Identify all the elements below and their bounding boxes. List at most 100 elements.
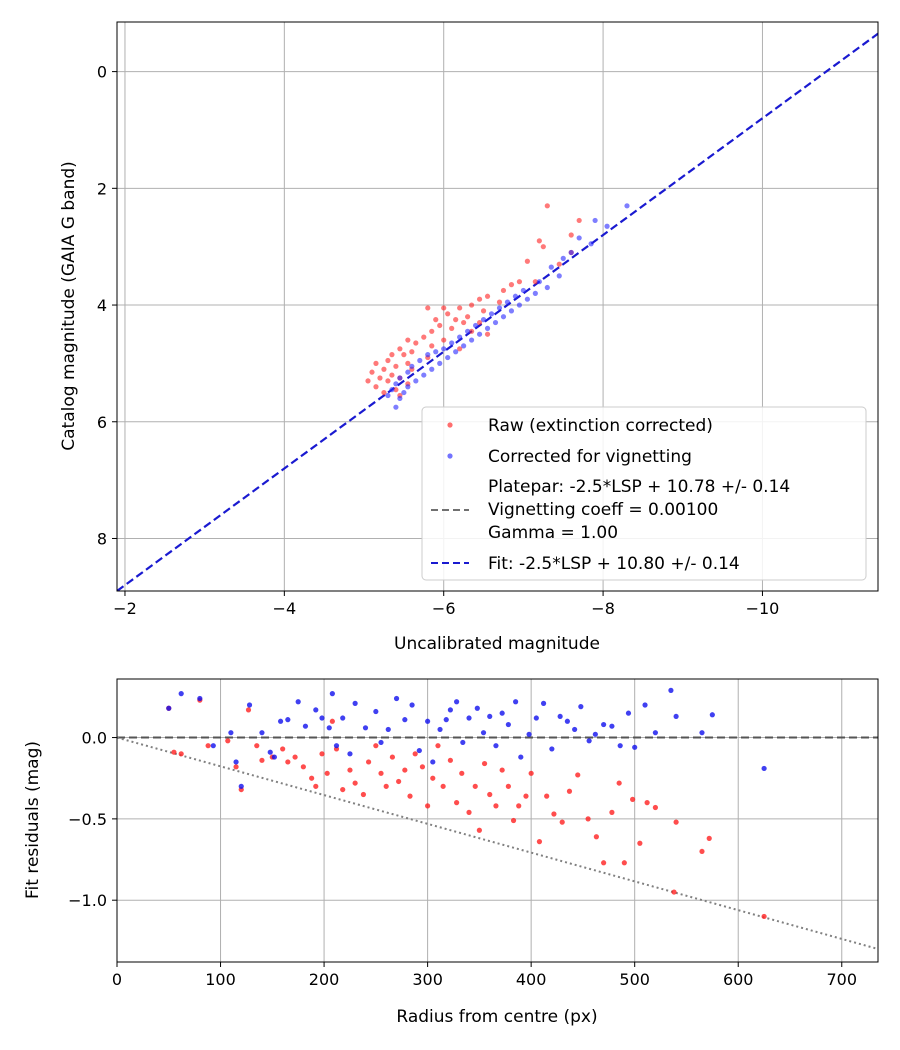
bottom-point-corrected bbox=[480, 730, 487, 736]
top-point-raw bbox=[425, 305, 431, 311]
top-point-raw bbox=[453, 317, 459, 323]
bottom-point-raw bbox=[430, 775, 436, 781]
top-point-corrected bbox=[592, 217, 598, 224]
top-point-raw bbox=[421, 334, 427, 340]
legend-raw-marker bbox=[447, 422, 453, 428]
top-point-corrected bbox=[449, 340, 455, 346]
bottom-point-raw bbox=[402, 767, 408, 773]
top-point-raw bbox=[429, 343, 435, 349]
legend-corrected-label: Corrected for vignetting bbox=[488, 447, 692, 467]
top-point-raw bbox=[484, 293, 491, 299]
bottom-point-raw bbox=[673, 819, 679, 825]
bottom-point-raw bbox=[389, 754, 396, 760]
bottom-point-raw bbox=[440, 783, 446, 789]
top-point-corrected bbox=[524, 296, 530, 302]
bottom-point-raw bbox=[499, 767, 505, 773]
bottom-point-corrected bbox=[197, 695, 203, 702]
top-point-corrected bbox=[520, 287, 526, 294]
bottom-y-axis-label: Fit residuals (mag) bbox=[23, 741, 43, 899]
top-point-raw bbox=[465, 314, 471, 320]
bottom-point-raw bbox=[205, 743, 211, 749]
bottom-point-raw bbox=[505, 783, 511, 789]
top-point-corrected bbox=[441, 346, 447, 352]
bottom-point-corrected bbox=[166, 705, 172, 711]
top-point-raw bbox=[373, 384, 379, 390]
bottom-point-raw bbox=[225, 738, 231, 744]
bottom-point-corrected bbox=[487, 713, 493, 720]
top-y-tick-label: 4 bbox=[97, 296, 107, 315]
legend-model-label-1: Platepar: -2.5*LSP + 10.78 +/- 0.14 bbox=[488, 477, 790, 497]
bottom-point-raw bbox=[528, 770, 534, 776]
bottom-point-raw bbox=[178, 751, 184, 757]
legend-corrected-marker bbox=[447, 453, 453, 459]
bottom-point-raw bbox=[523, 793, 529, 799]
bottom-point-corrected bbox=[373, 708, 379, 715]
top-point-corrected bbox=[385, 392, 391, 399]
top-x-tick-label: −2 bbox=[113, 599, 137, 618]
top-point-raw bbox=[449, 325, 455, 331]
bottom-x-tick-label: 700 bbox=[826, 970, 857, 989]
bottom-point-corrected bbox=[557, 713, 563, 720]
legend-model-label-3: Gamma = 1.00 bbox=[488, 523, 618, 543]
top-point-corrected bbox=[516, 302, 523, 308]
top-point-corrected bbox=[492, 319, 499, 326]
bottom-axes-frame bbox=[116, 678, 879, 963]
bottom-point-corrected bbox=[295, 699, 301, 705]
bottom-point-corrected bbox=[668, 687, 674, 693]
top-point-corrected bbox=[457, 334, 463, 340]
bottom-point-raw bbox=[347, 767, 353, 773]
bottom-point-corrected bbox=[416, 747, 422, 754]
top-points bbox=[365, 203, 630, 410]
bottom-point-corrected bbox=[402, 717, 408, 723]
bottom-x-tick-label: 500 bbox=[619, 970, 650, 989]
top-point-corrected bbox=[413, 378, 419, 384]
bottom-point-corrected bbox=[454, 699, 460, 705]
bottom-point-raw bbox=[285, 759, 291, 765]
top-point-raw bbox=[469, 328, 475, 334]
bottom-residual-plot: 0 100 200 300 400 500 600 700 0.0 −0.5 −1.0 Radiu… bbox=[23, 678, 879, 1027]
bottom-point-corrected bbox=[409, 702, 415, 708]
top-point-raw bbox=[445, 311, 451, 317]
bottom-point-corrected bbox=[761, 765, 767, 772]
top-point-raw bbox=[496, 299, 503, 305]
top-point-corrected bbox=[421, 372, 427, 378]
bottom-point-corrected bbox=[572, 726, 578, 733]
top-fit-lines bbox=[117, 32, 878, 591]
top-point-corrected bbox=[397, 375, 403, 381]
top-point-corrected bbox=[548, 264, 554, 270]
top-point-raw bbox=[385, 357, 391, 364]
bottom-point-corrected bbox=[313, 707, 319, 713]
bottom-point-corrected bbox=[673, 713, 679, 720]
bottom-point-corrected bbox=[549, 746, 555, 752]
top-point-corrected bbox=[393, 381, 399, 387]
bottom-point-raw bbox=[447, 757, 453, 763]
bottom-point-corrected bbox=[652, 730, 658, 736]
top-y-tick-label: 6 bbox=[97, 413, 107, 432]
bottom-x-tick-label: 600 bbox=[723, 970, 754, 989]
bottom-point-corrected bbox=[210, 743, 216, 749]
top-point-raw bbox=[409, 349, 415, 355]
bottom-x-tick-label: 0 bbox=[112, 970, 122, 989]
bottom-point-corrected bbox=[271, 754, 277, 760]
bottom-point-corrected bbox=[518, 754, 524, 760]
bottom-point-corrected bbox=[333, 743, 340, 749]
top-point-corrected bbox=[576, 235, 582, 241]
bottom-point-corrected bbox=[564, 718, 570, 724]
bottom-point-corrected bbox=[430, 759, 436, 765]
top-point-raw bbox=[556, 261, 562, 267]
bottom-point-corrected bbox=[609, 723, 615, 729]
top-point-raw bbox=[576, 217, 582, 224]
top-point-raw bbox=[568, 232, 574, 238]
top-point-corrected bbox=[508, 308, 515, 314]
top-x-axis-label: Uncalibrated magnitude bbox=[394, 634, 600, 654]
top-point-raw bbox=[476, 319, 483, 326]
top-point-raw bbox=[405, 337, 411, 343]
top-x-tick-label: −4 bbox=[273, 599, 297, 618]
bottom-y-tick-label: 0.0 bbox=[82, 729, 107, 748]
bottom-point-raw bbox=[487, 791, 493, 798]
bottom-point-raw bbox=[481, 760, 488, 767]
bottom-point-raw bbox=[292, 754, 298, 760]
bottom-x-tick-label: 100 bbox=[205, 970, 236, 989]
bottom-point-corrected bbox=[617, 743, 623, 749]
